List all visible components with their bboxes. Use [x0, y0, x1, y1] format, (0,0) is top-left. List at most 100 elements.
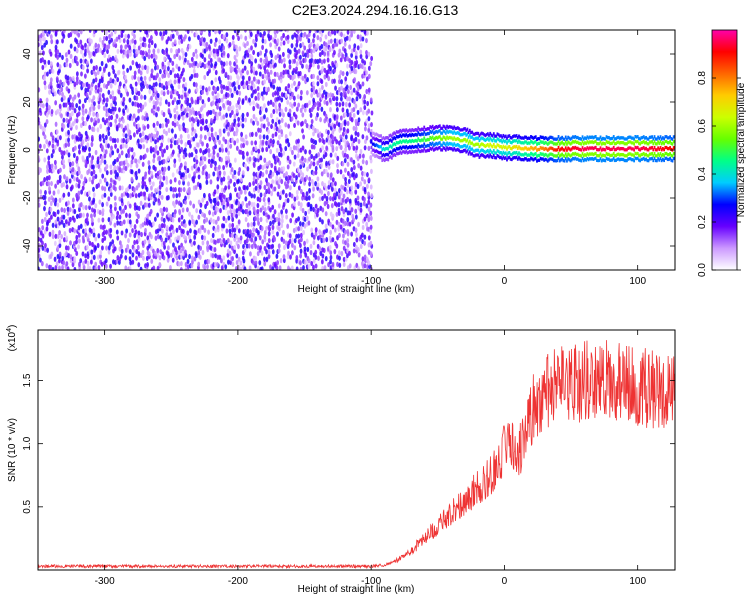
noise-cell — [354, 50, 358, 56]
signal-cell — [393, 152, 396, 157]
signal-cell — [573, 146, 576, 150]
noise-cell — [275, 155, 279, 161]
noise-cell — [245, 185, 249, 191]
noise-cell — [252, 206, 256, 212]
noise-cell — [258, 184, 262, 190]
noise-cell — [81, 64, 85, 70]
signal-cell — [557, 151, 560, 156]
noise-cell — [124, 165, 128, 172]
noise-cell — [345, 84, 349, 90]
noise-cell — [152, 52, 156, 58]
noise-cell — [79, 122, 83, 129]
noise-cell — [257, 153, 260, 159]
signal-cell — [454, 143, 457, 147]
signal-cell — [545, 136, 548, 140]
signal-cell — [507, 139, 510, 143]
noise-cell — [293, 238, 297, 244]
noise-cell — [352, 99, 356, 105]
signal-cell — [580, 137, 583, 141]
signal-cell — [540, 152, 543, 156]
noise-cell — [159, 31, 163, 37]
signal-cell — [584, 147, 586, 151]
noise-cell — [154, 54, 158, 60]
signal-cell — [530, 151, 532, 156]
noise-cell — [186, 59, 190, 66]
noise-cell — [192, 203, 196, 209]
signal-cell — [545, 153, 548, 157]
noise-cell — [301, 207, 305, 214]
noise-cell — [75, 239, 78, 245]
signal-cell — [492, 143, 495, 147]
noise-cell — [318, 92, 321, 98]
noise-cell — [321, 65, 325, 72]
signal-cell — [501, 135, 504, 139]
noise-cell — [103, 224, 106, 230]
noise-cell — [153, 216, 157, 222]
noise-cell — [348, 112, 352, 118]
signal-cell — [527, 141, 530, 145]
noise-cell — [265, 134, 269, 140]
noise-cell — [64, 52, 68, 58]
signal-cell — [442, 146, 445, 150]
signal-cell — [512, 134, 514, 139]
signal-cell — [411, 149, 414, 153]
signal-cell — [522, 141, 525, 145]
noise-cell — [79, 39, 83, 45]
noise-cell — [92, 105, 96, 111]
noise-cell — [363, 216, 367, 222]
noise-cell — [222, 164, 226, 171]
noise-cell — [61, 38, 64, 44]
noise-cell — [256, 103, 260, 109]
noise-cell — [269, 99, 273, 105]
noise-cell — [111, 239, 115, 245]
noise-cell — [47, 30, 51, 35]
noise-cell — [208, 136, 212, 142]
noise-cell — [267, 71, 271, 78]
noise-cell — [59, 30, 62, 32]
noise-cell — [263, 30, 266, 36]
noise-cell — [146, 213, 150, 219]
noise-cell — [186, 258, 190, 264]
noise-cell — [318, 87, 322, 93]
signal-cell — [417, 137, 420, 141]
noise-cell — [359, 181, 362, 187]
noise-cell — [312, 161, 316, 167]
signal-cell — [550, 157, 553, 161]
noise-cell — [290, 83, 294, 89]
noise-cell — [115, 58, 119, 64]
noise-cell — [256, 85, 260, 92]
noise-cell — [225, 228, 229, 234]
noise-cell — [90, 134, 94, 141]
noise-cell — [83, 176, 87, 182]
noise-cell — [51, 222, 55, 228]
signal-cell — [602, 158, 604, 162]
noise-cell — [252, 120, 255, 126]
noise-cell — [190, 241, 194, 247]
noise-cell — [122, 38, 126, 44]
noise-cell — [319, 117, 322, 123]
noise-cell — [90, 117, 93, 123]
noise-cell — [205, 87, 208, 93]
noise-cell — [280, 58, 283, 64]
signal-cell — [444, 137, 447, 141]
signal-cell — [410, 150, 412, 155]
noise-cell — [44, 189, 47, 196]
signal-cell — [545, 158, 548, 162]
noise-cell — [98, 133, 102, 140]
noise-cell — [122, 70, 126, 76]
noise-cell — [87, 168, 91, 174]
noise-cell — [316, 58, 320, 65]
signal-cell — [534, 152, 537, 156]
signal-cell — [593, 146, 596, 150]
noise-cell — [311, 181, 315, 188]
noise-cell — [200, 159, 204, 165]
noise-cell — [141, 115, 145, 121]
signal-cell — [516, 140, 519, 144]
signal-cell — [418, 138, 421, 142]
noise-cell — [160, 148, 164, 155]
noise-cell — [241, 79, 245, 85]
noise-cell — [340, 30, 343, 32]
noise-cell — [274, 104, 278, 110]
noise-cell — [261, 205, 265, 211]
noise-cell — [58, 83, 61, 89]
